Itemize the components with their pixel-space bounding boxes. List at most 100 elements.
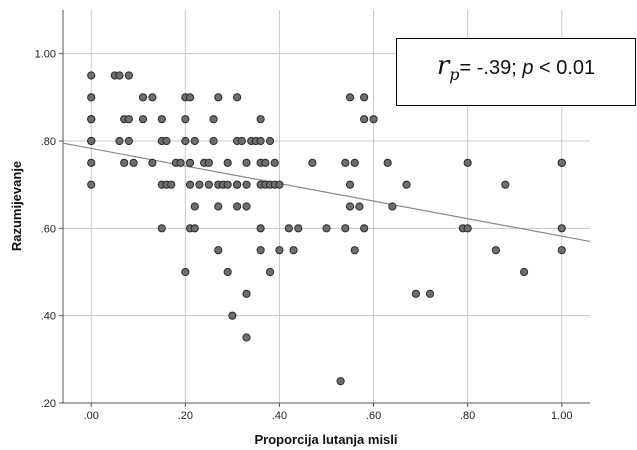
x-tick-label: 1.00 (551, 410, 572, 422)
y-tick-label: .40 (41, 311, 56, 323)
data-point (223, 267, 232, 277)
data-point (87, 180, 96, 189)
data-point (138, 115, 148, 124)
data-point (138, 93, 148, 102)
data-point (294, 224, 303, 233)
data-point (185, 158, 195, 167)
data-point (463, 158, 472, 167)
data-point (388, 202, 397, 211)
data-point (214, 202, 223, 211)
r-value: = -.39; (459, 57, 517, 79)
data-point (162, 136, 171, 146)
data-point (237, 136, 246, 146)
data-point (411, 289, 421, 298)
data-point (190, 224, 199, 233)
data-points (87, 71, 566, 386)
data-point (345, 202, 355, 211)
data-point (275, 246, 284, 255)
data-point (87, 136, 96, 146)
data-point (87, 115, 96, 124)
data-point (214, 246, 223, 255)
x-tick-label: .60 (366, 410, 381, 422)
data-point (350, 158, 359, 167)
data-point (120, 158, 129, 167)
data-point (148, 158, 157, 167)
data-point (185, 93, 195, 102)
data-point (148, 93, 157, 102)
data-point (360, 224, 369, 233)
data-point (256, 115, 265, 124)
y-axis-title: Razumijevanje (9, 161, 24, 251)
data-point (181, 267, 190, 277)
data-point (242, 158, 251, 167)
data-point (355, 202, 364, 211)
data-point (275, 180, 284, 189)
data-point (383, 158, 392, 167)
data-point (181, 115, 190, 124)
data-point (87, 93, 96, 102)
data-point (204, 158, 213, 167)
correlation-annotation: rp= -.39; p < 0.01 (397, 51, 635, 84)
data-point (256, 246, 265, 255)
p-value: < 0.01 (539, 57, 596, 79)
data-point (402, 180, 411, 189)
data-point (557, 158, 566, 167)
data-point (214, 93, 223, 102)
data-point (87, 158, 96, 167)
data-point (341, 158, 350, 167)
data-point (124, 71, 133, 80)
data-point (124, 136, 133, 146)
data-point (557, 246, 566, 255)
data-point (223, 158, 232, 167)
y-tick-label: .80 (41, 136, 56, 148)
x-axis-title: Proporcija lutanja misli (254, 432, 397, 447)
data-point (195, 180, 204, 189)
y-tick-label: .20 (41, 398, 56, 410)
data-point (232, 93, 242, 102)
p-symbol: p (522, 57, 534, 79)
data-point (232, 180, 242, 189)
x-tick-label: .20 (178, 410, 193, 422)
r-symbol: rp (436, 51, 460, 85)
data-point (157, 115, 166, 124)
axes (62, 10, 590, 404)
data-point (87, 71, 96, 80)
data-point (176, 158, 185, 167)
data-point (265, 267, 275, 277)
x-tick-label: .00 (84, 410, 99, 422)
data-point (242, 333, 251, 342)
data-point (345, 180, 355, 189)
data-point (289, 246, 298, 255)
data-point (341, 224, 350, 233)
data-point (336, 377, 345, 386)
correlation-annotation-box: rp= -.39; p < 0.01 (396, 38, 636, 106)
y-tick-label: .60 (41, 223, 56, 235)
data-point (360, 93, 369, 102)
data-point (256, 224, 265, 233)
y-tick-label: 1.00 (35, 49, 56, 61)
data-point (242, 289, 251, 298)
data-point (190, 136, 199, 146)
data-point (425, 289, 435, 298)
tick-labels: .00 .20 .40 .60 .80 1.00 1.00 .80 .60 .40 .20 (35, 49, 573, 422)
data-point (167, 180, 176, 189)
data-point (204, 180, 213, 189)
data-point (129, 158, 138, 167)
data-point (369, 115, 378, 124)
data-point (185, 180, 195, 189)
data-point (223, 180, 232, 189)
data-point (261, 158, 270, 167)
data-point (157, 224, 166, 233)
data-point (115, 136, 124, 146)
data-point (242, 202, 251, 211)
data-point (190, 202, 199, 211)
data-point (209, 115, 218, 124)
data-point (308, 158, 317, 167)
data-point (265, 136, 275, 146)
data-point (228, 311, 237, 320)
data-point (463, 224, 472, 233)
data-point (256, 136, 265, 146)
data-point (115, 71, 124, 80)
data-point (209, 136, 218, 146)
data-point (270, 158, 279, 167)
